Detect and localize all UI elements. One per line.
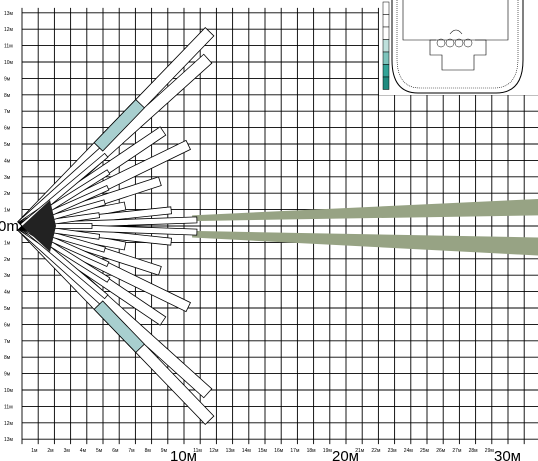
x-tick-label: 19м xyxy=(323,448,333,454)
inset-strip-cell xyxy=(382,39,390,53)
sensor-segment xyxy=(436,38,446,48)
y-tick-label: 1м xyxy=(4,240,11,246)
x-tick-label: 1м xyxy=(31,448,38,454)
inset-strip-cell xyxy=(382,76,390,90)
x-tick-label: 6м xyxy=(112,448,119,454)
sensor-lens-outline xyxy=(391,0,524,94)
inset-strip-cell xyxy=(382,14,390,28)
zone-beam xyxy=(93,300,145,354)
inset-strip-cell xyxy=(382,51,390,65)
y-tick-label: 6м xyxy=(4,322,11,328)
axis-labels: 13м12м11м10м9м8м7м6м5м4м3м2м1м1м2м3м4м5м… xyxy=(0,11,521,461)
sensor-dome xyxy=(449,29,463,35)
y-tick-label: 7м xyxy=(4,109,11,115)
sensor-segment xyxy=(445,38,455,48)
y-tick-label: 6м xyxy=(4,126,11,132)
x-tick-label: 26м xyxy=(436,448,446,454)
x-tick-label: 11м xyxy=(193,448,202,454)
x-tick-label: 12м xyxy=(209,448,219,454)
x-tick-label: 16м xyxy=(274,448,284,454)
origin-label: 0m xyxy=(0,218,19,235)
inset-background xyxy=(379,0,538,95)
x-major-label: 30м xyxy=(494,448,521,461)
x-tick-label: 22м xyxy=(371,448,381,454)
y-tick-label: 1м xyxy=(4,208,11,214)
long-range-beam-upper xyxy=(192,198,538,222)
y-tick-label: 5м xyxy=(4,142,11,148)
x-tick-label: 8м xyxy=(145,448,152,454)
x-tick-label: 23м xyxy=(388,448,398,454)
x-tick-label: 15м xyxy=(258,448,268,454)
sensor-segment xyxy=(454,38,464,48)
y-tick-label: 9м xyxy=(4,372,11,378)
y-tick-label: 3м xyxy=(4,273,11,279)
long-range-beam-lower xyxy=(192,230,538,256)
x-major-label: 10м xyxy=(170,448,197,461)
y-tick-label: 13м xyxy=(4,437,14,443)
inset-strip-cell xyxy=(382,64,390,78)
x-tick-label: 29м xyxy=(485,448,495,454)
sensor-lens-inner xyxy=(396,0,519,89)
y-tick-label: 2м xyxy=(4,191,11,197)
y-tick-label: 4м xyxy=(4,290,11,296)
y-tick-label: 11м xyxy=(4,44,13,50)
zone-beam xyxy=(93,98,145,152)
inset-strip-cell xyxy=(382,26,390,40)
y-tick-label: 8м xyxy=(4,355,11,361)
y-tick-label: 3м xyxy=(4,175,11,181)
y-tick-label: 8м xyxy=(4,93,11,99)
y-tick-label: 5м xyxy=(4,306,11,312)
y-tick-label: 2м xyxy=(4,257,11,263)
sensor-inset xyxy=(379,0,538,95)
y-tick-label: 12м xyxy=(4,27,14,33)
y-tick-label: 11м xyxy=(4,404,13,410)
x-tick-label: 27м xyxy=(452,448,462,454)
x-tick-label: 5м xyxy=(96,448,103,454)
y-tick-label: 10м xyxy=(4,388,14,394)
x-tick-label: 13м xyxy=(226,448,236,454)
x-tick-label: 18м xyxy=(307,448,317,454)
x-tick-label: 24м xyxy=(404,448,414,454)
y-tick-label: 7м xyxy=(4,339,11,345)
x-tick-label: 21м xyxy=(355,448,365,454)
y-tick-label: 4м xyxy=(4,158,11,164)
y-tick-label: 12м xyxy=(4,421,14,427)
y-tick-label: 10м xyxy=(4,60,14,66)
x-tick-label: 7м xyxy=(128,448,135,454)
inset-strip-cell xyxy=(382,1,390,15)
x-tick-label: 3м xyxy=(64,448,71,454)
x-tick-label: 2м xyxy=(47,448,54,454)
y-tick-label: 13м xyxy=(4,11,14,17)
x-tick-label: 25м xyxy=(420,448,430,454)
y-tick-label: 9м xyxy=(4,76,11,82)
x-tick-label: 14м xyxy=(242,448,252,454)
x-tick-label: 4м xyxy=(80,448,87,454)
x-tick-label: 28м xyxy=(469,448,479,454)
x-major-label: 20м xyxy=(332,448,359,461)
sensor-segment xyxy=(463,38,473,48)
x-tick-label: 9м xyxy=(161,448,168,454)
origin-convergence xyxy=(22,200,56,252)
x-tick-label: 17м xyxy=(290,448,300,454)
sensor-fresnel-segments xyxy=(429,39,487,71)
detection-zones xyxy=(17,27,538,425)
